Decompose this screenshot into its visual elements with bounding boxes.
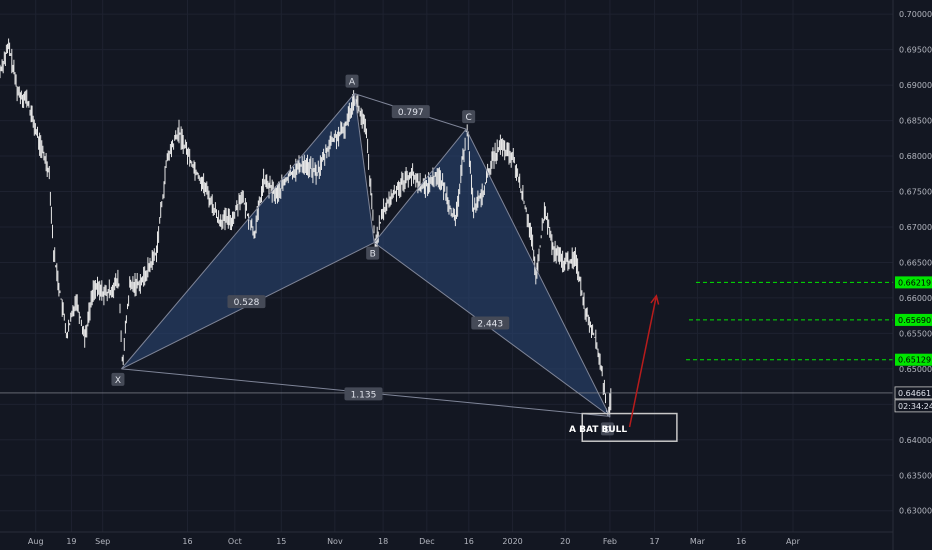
price-tick-label: 0.70000: [899, 10, 932, 19]
price-tick-label: 0.68500: [899, 117, 932, 126]
price-tick-label: 0.63000: [899, 507, 932, 516]
price-tick-label: 0.66000: [899, 294, 932, 303]
projection-arrow-head: [650, 294, 660, 305]
point-label-d: D: [604, 425, 611, 435]
time-tick-label: Apr: [786, 537, 801, 546]
point-label-a: A: [349, 78, 356, 88]
time-tick-label: 15: [276, 537, 286, 546]
leg-cd: [465, 128, 611, 417]
point-label-box: [462, 110, 476, 124]
price-tick-label: 0.67500: [899, 188, 932, 197]
ratio-label-box: [344, 387, 383, 401]
price-tick-label: 0.65000: [899, 365, 932, 374]
leg-xa: [121, 93, 355, 370]
time-tick-label: 17: [649, 537, 659, 546]
current-price-value: 0.64661: [898, 389, 931, 398]
projection-arrow-shaft: [628, 295, 658, 428]
price-series: [0, 38, 612, 418]
time-tick-label: Aug: [28, 537, 44, 546]
leg-bc: [373, 128, 467, 243]
price-bars: [0, 38, 612, 418]
time-tick-label: 16: [182, 537, 192, 546]
target-level-value: 0.65129: [898, 356, 931, 365]
ratio-label-text: 1.135: [351, 390, 377, 400]
time-tick-label: Feb: [603, 537, 617, 546]
price-tick-label: 0.68000: [899, 152, 932, 161]
current-price-badge: [894, 386, 932, 400]
time-axis[interactable]: Aug 19 Sep 16 Oct 15 Nov 18 Dec 16 2020 20 Feb 17 Mar 1…: [0, 531, 893, 546]
ratio-label-box: [471, 316, 510, 330]
point-label-box: [366, 246, 380, 260]
target-levels: [0, 281, 893, 394]
target-level-value: 0.65690: [898, 316, 931, 325]
price-tick-label: 0.65500: [899, 329, 932, 338]
grid: [0, 0, 893, 532]
leg-ab: [354, 93, 375, 243]
time-tick-label: Nov: [327, 537, 343, 546]
point-label-x: X: [115, 376, 121, 386]
time-tick-label: Sep: [95, 537, 110, 546]
pattern-legs: [121, 93, 611, 417]
time-tick-label: 16: [736, 537, 746, 546]
ratio-label-text: 0.528: [234, 298, 260, 308]
price-tick-label: 0.63500: [899, 471, 932, 480]
point-label-c: C: [465, 113, 471, 123]
countdown-value: 02:34:24: [898, 402, 932, 411]
price-tick-label: 0.64000: [899, 436, 932, 445]
target-level-value: 0.66219: [898, 278, 931, 287]
target-level-badge: [895, 353, 932, 366]
price-tick-label: 0.69500: [899, 46, 932, 55]
time-tick-label: Mar: [690, 537, 706, 546]
time-tick-label: 16: [464, 537, 474, 546]
time-tick-label: 19: [66, 537, 76, 546]
leg-bd: [373, 242, 611, 417]
point-label-box: [600, 422, 614, 436]
point-label-box: [345, 74, 359, 88]
price-axis[interactable]: 0.70000 0.69500 0.69000 0.68500 0.68000 0.675…: [892, 0, 932, 550]
time-tick-label: 20: [560, 537, 570, 546]
triangle-bcd: [374, 129, 610, 417]
countdown-badge: [894, 399, 932, 413]
target-level-badge: [895, 276, 932, 289]
ratio-label-box: [391, 105, 430, 119]
d-zone-box: [581, 412, 678, 442]
ratio-label-box: [227, 295, 266, 309]
annotations: 0.528 0.797 2.443 1.135 X A B C DA BAT BULL: [111, 74, 678, 442]
pattern-name: A BAT BULL: [569, 425, 627, 435]
time-tick-label: Dec: [419, 537, 434, 546]
price-tick-label: 0.67000: [899, 223, 932, 232]
price-tick-label: 0.66500: [899, 258, 932, 267]
price-tick-label: 0.69000: [899, 81, 932, 90]
ratio-label-text: 0.797: [398, 108, 424, 118]
point-label-box: [111, 372, 125, 386]
point-label-b: B: [370, 250, 376, 260]
time-tick-label: Oct: [228, 537, 242, 546]
ratio-label-text: 2.443: [477, 319, 503, 329]
target-level-badge: [895, 313, 932, 326]
time-tick-label: 2020: [502, 537, 522, 546]
time-tick-label: 18: [378, 537, 388, 546]
